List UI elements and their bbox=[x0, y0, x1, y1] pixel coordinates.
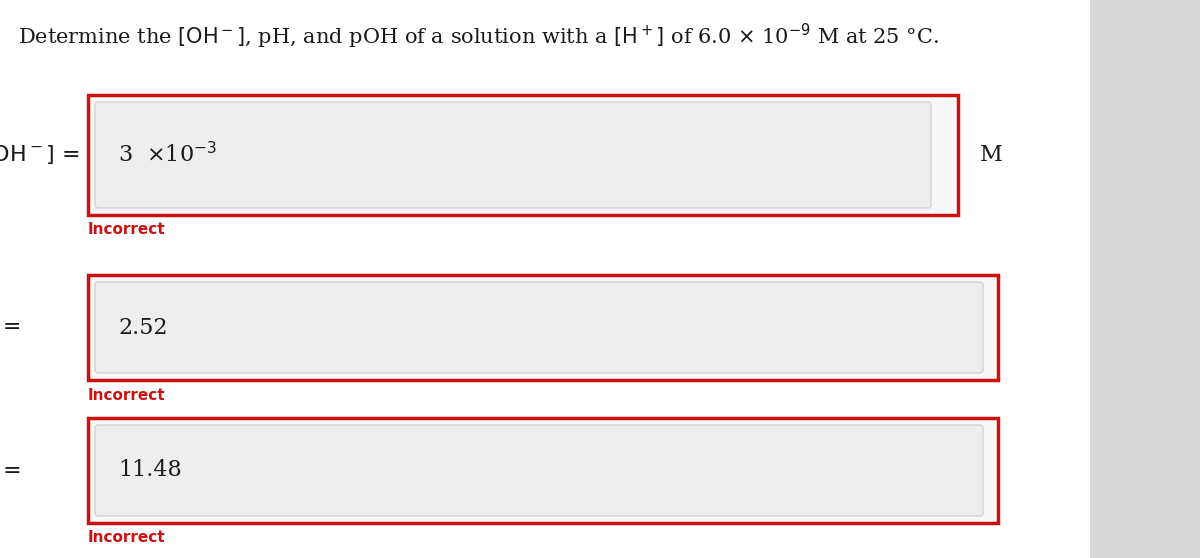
FancyBboxPatch shape bbox=[88, 275, 998, 380]
FancyBboxPatch shape bbox=[95, 282, 983, 373]
Text: pOH =: pOH = bbox=[0, 459, 22, 482]
Text: pH =: pH = bbox=[0, 316, 22, 339]
FancyBboxPatch shape bbox=[88, 418, 998, 523]
Text: M: M bbox=[980, 144, 1003, 166]
FancyBboxPatch shape bbox=[88, 95, 958, 215]
Text: Incorrect: Incorrect bbox=[88, 222, 166, 237]
Text: $\left[\mathrm{OH}^-\right]$ =: $\left[\mathrm{OH}^-\right]$ = bbox=[0, 143, 80, 166]
Text: Incorrect: Incorrect bbox=[88, 388, 166, 403]
Text: Incorrect: Incorrect bbox=[88, 530, 166, 545]
Text: Determine the $\left[\mathrm{OH}^-\right]$, pH, and pOH of a solution with a $\l: Determine the $\left[\mathrm{OH}^-\right… bbox=[18, 22, 938, 51]
Text: 11.48: 11.48 bbox=[118, 459, 181, 482]
FancyBboxPatch shape bbox=[1090, 0, 1200, 558]
Text: 2.52: 2.52 bbox=[118, 316, 168, 339]
FancyBboxPatch shape bbox=[95, 102, 931, 208]
FancyBboxPatch shape bbox=[95, 425, 983, 516]
Text: 3  $\times$10$^{-3}$: 3 $\times$10$^{-3}$ bbox=[118, 142, 217, 167]
